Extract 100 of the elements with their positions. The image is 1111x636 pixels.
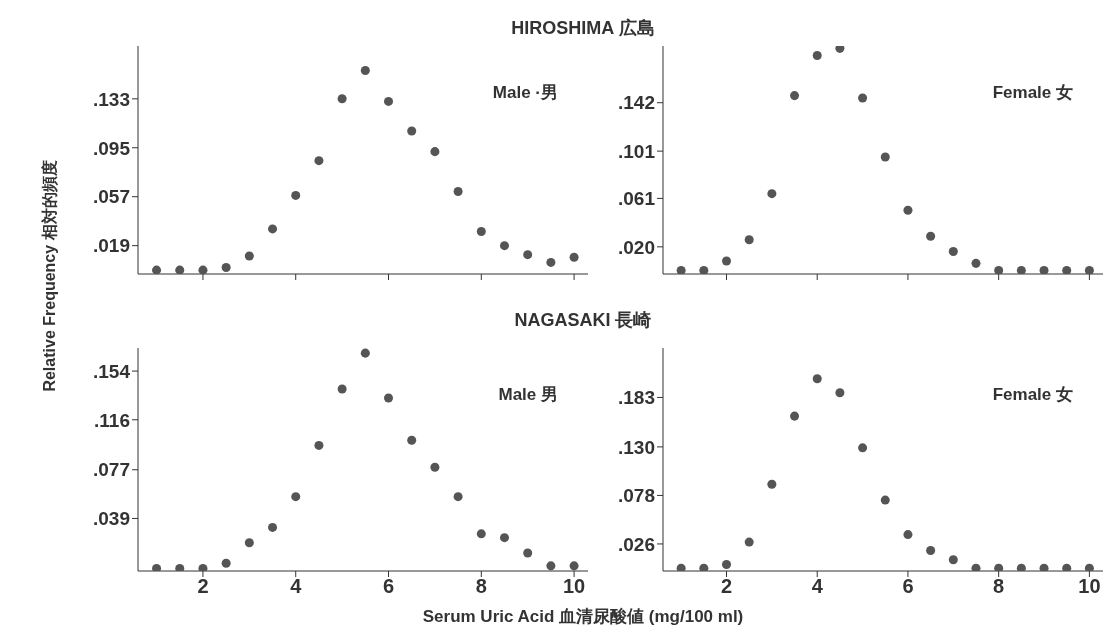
point <box>499 533 510 543</box>
point <box>453 187 463 197</box>
point <box>1084 265 1094 274</box>
point <box>1039 265 1049 274</box>
point <box>546 561 556 571</box>
point <box>268 522 278 532</box>
x-tick-label: 8 <box>993 575 1005 598</box>
x-tick-label: 8 <box>475 575 487 598</box>
point <box>835 388 845 398</box>
point <box>523 548 533 558</box>
y-tick-label: .116 <box>94 409 130 431</box>
point <box>1062 265 1072 274</box>
point <box>994 563 1004 571</box>
annotation: Female 女 <box>992 82 1073 104</box>
point <box>676 265 686 274</box>
y-axis-title: Relative Frequency 相対的頻度 <box>40 160 59 392</box>
y-tick-label: .039 <box>93 508 130 530</box>
point <box>430 147 440 157</box>
point <box>926 545 936 555</box>
y-tick-label: .183 <box>618 387 655 409</box>
point <box>569 252 579 262</box>
point <box>1016 563 1026 571</box>
x-tick-label: 10 <box>562 575 586 598</box>
point <box>812 50 822 60</box>
point <box>569 561 579 571</box>
point <box>523 250 533 260</box>
x-tick-label: 10 <box>1078 575 1101 598</box>
point <box>314 156 324 166</box>
point <box>546 257 556 267</box>
point <box>499 241 510 251</box>
point <box>744 235 754 245</box>
y-tick-label: .142 <box>618 92 655 114</box>
point <box>1062 563 1072 571</box>
y-tick-label: .133 <box>93 88 130 110</box>
x-tick-label: 6 <box>902 575 914 598</box>
point <box>152 265 162 274</box>
y-tick-label: .061 <box>618 188 656 210</box>
y-tick-label: .095 <box>93 137 131 159</box>
y-tick-label: .026 <box>618 533 655 555</box>
point <box>994 265 1004 274</box>
point <box>676 563 686 571</box>
point <box>744 537 754 547</box>
point <box>384 96 394 106</box>
x-tick-label: 4 <box>811 575 824 598</box>
point <box>360 65 370 75</box>
point <box>407 435 417 445</box>
point <box>337 94 347 104</box>
point <box>175 563 185 571</box>
point <box>337 384 347 394</box>
point <box>221 263 231 273</box>
point <box>699 563 709 571</box>
point <box>812 374 822 384</box>
point <box>291 190 301 200</box>
point <box>880 152 890 162</box>
point <box>858 443 868 453</box>
x-tick-label: 4 <box>290 575 303 598</box>
point <box>721 559 732 569</box>
point <box>699 265 709 274</box>
y-tick-label: .078 <box>618 485 655 507</box>
point <box>903 530 913 540</box>
chart-title: HIROSHIMA 広島 <box>510 17 656 40</box>
point <box>767 189 777 199</box>
y-tick-label: .130 <box>618 436 655 458</box>
point <box>476 529 486 539</box>
point <box>767 479 777 489</box>
y-tick-label: .020 <box>618 236 655 258</box>
chart-title: NAGASAKI 長崎 <box>513 309 653 332</box>
y-tick-label: .101 <box>618 140 656 162</box>
point <box>858 93 868 103</box>
point <box>198 563 208 571</box>
point <box>926 231 936 241</box>
point <box>1016 265 1026 274</box>
point <box>971 563 981 571</box>
point <box>430 462 440 472</box>
point <box>948 555 958 565</box>
annotation: Female 女 <box>992 384 1073 406</box>
point <box>360 348 370 358</box>
annotation: Male ·男 <box>492 82 558 104</box>
point <box>314 440 324 450</box>
point <box>407 126 417 136</box>
point <box>721 256 732 266</box>
point <box>152 563 162 571</box>
annotation: Male 男 <box>498 384 558 406</box>
x-tick-label: 2 <box>720 575 733 598</box>
point <box>948 247 958 257</box>
point <box>221 558 231 568</box>
y-tick-label: .077 <box>93 459 130 481</box>
point <box>476 226 486 236</box>
y-tick-label: .154 <box>93 360 131 382</box>
point <box>1039 563 1049 571</box>
y-tick-label: .019 <box>93 235 130 257</box>
point <box>880 495 890 505</box>
point <box>835 46 845 53</box>
point <box>971 258 981 268</box>
point <box>244 251 254 261</box>
point <box>175 265 185 274</box>
point <box>268 224 278 234</box>
point <box>903 205 913 215</box>
point <box>790 411 800 421</box>
x-tick-label: 6 <box>382 575 395 598</box>
